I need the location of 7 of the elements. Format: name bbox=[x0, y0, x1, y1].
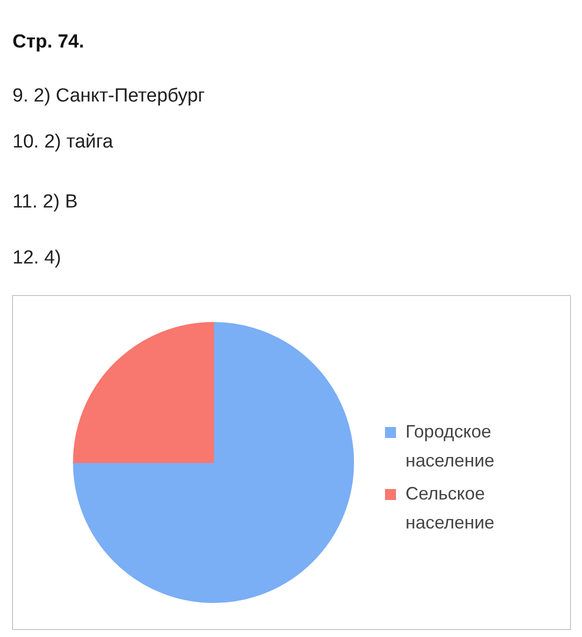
legend-label: Городское население bbox=[406, 422, 494, 470]
text: 9. 2) Санкт-Петербург bbox=[12, 86, 205, 106]
legend-label: Сельское население bbox=[406, 484, 494, 532]
chart-title: Стр. 74. bbox=[12, 32, 84, 52]
text: 10. 2) тайга bbox=[12, 132, 114, 152]
text: 12. 4) bbox=[12, 248, 62, 268]
text: 11. 2) В bbox=[12, 192, 78, 212]
